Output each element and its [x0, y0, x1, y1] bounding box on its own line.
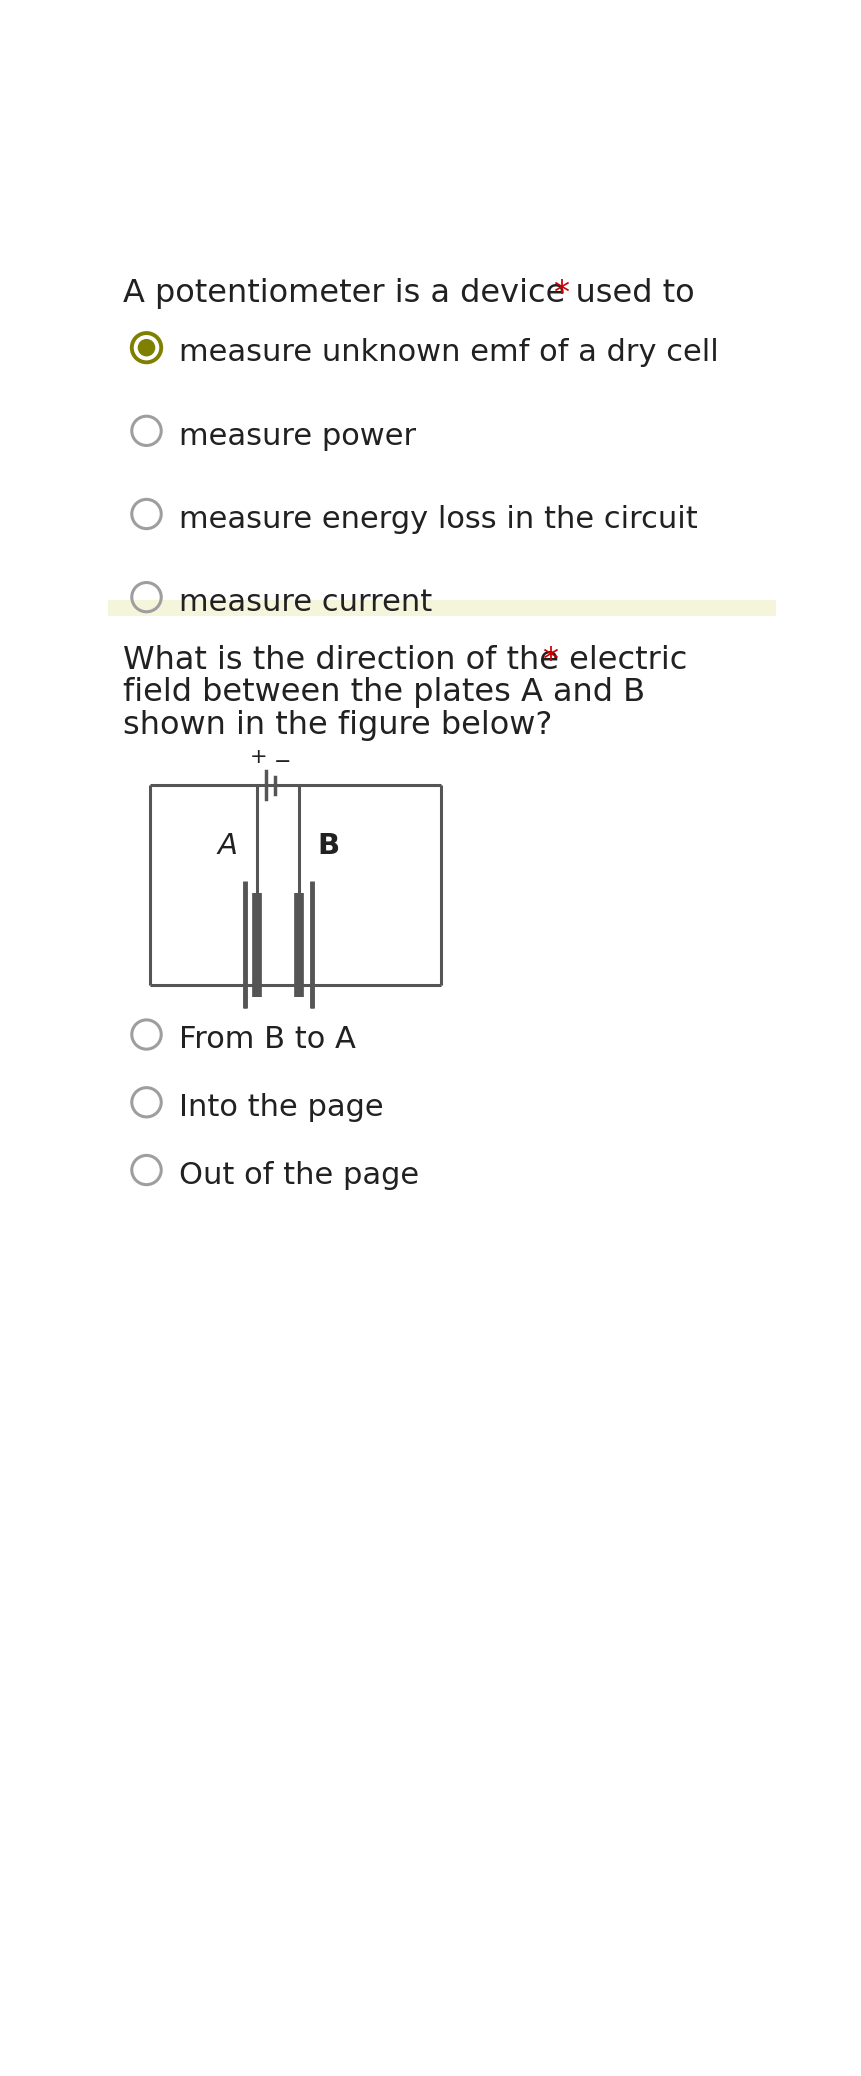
Text: From B to A: From B to A — [179, 1026, 356, 1055]
Text: Out of the page: Out of the page — [179, 1160, 418, 1190]
Text: measure current: measure current — [179, 588, 432, 617]
Text: *: * — [541, 646, 557, 677]
Text: A: A — [218, 832, 238, 859]
Text: field between the plates A and B: field between the plates A and B — [123, 677, 645, 708]
Text: measure energy loss in the circuit: measure energy loss in the circuit — [179, 504, 697, 534]
Text: Into the page: Into the page — [179, 1094, 383, 1121]
Text: *: * — [553, 278, 569, 309]
Bar — [108, 600, 775, 617]
Text: −: − — [274, 752, 291, 772]
Text: shown in the figure below?: shown in the figure below? — [123, 710, 552, 741]
Text: B: B — [317, 832, 339, 859]
Circle shape — [139, 340, 154, 355]
Text: What is the direction of the electric: What is the direction of the electric — [123, 646, 687, 677]
Text: A potentiometer is a device used to: A potentiometer is a device used to — [123, 278, 694, 309]
Text: measure power: measure power — [179, 421, 416, 450]
Text: measure unknown emf of a dry cell: measure unknown emf of a dry cell — [179, 338, 718, 367]
Text: +: + — [249, 747, 267, 766]
